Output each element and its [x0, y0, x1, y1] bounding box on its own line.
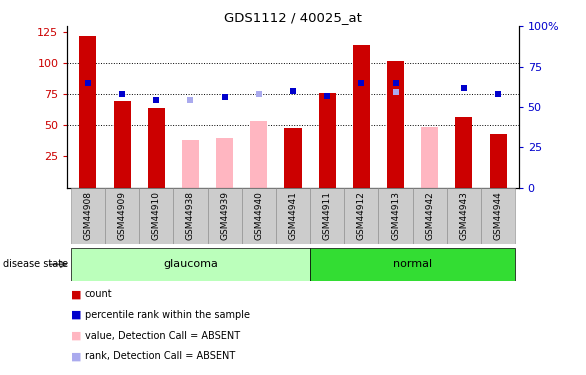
Text: GSM44944: GSM44944	[493, 191, 503, 240]
Text: ■: ■	[71, 310, 81, 320]
Bar	[481, 188, 515, 244]
Text: GSM44942: GSM44942	[425, 191, 434, 240]
Bar	[284, 128, 302, 188]
Bar	[148, 108, 165, 188]
Text: count: count	[85, 290, 113, 299]
Bar	[79, 36, 97, 188]
Text: glaucoma: glaucoma	[163, 260, 218, 269]
Text: ■: ■	[71, 331, 81, 340]
Bar	[421, 127, 438, 188]
Bar	[173, 188, 207, 244]
Bar	[207, 188, 242, 244]
Text: rank, Detection Call = ABSENT: rank, Detection Call = ABSENT	[85, 351, 235, 361]
Bar	[489, 134, 507, 188]
Bar	[345, 188, 379, 244]
Text: GSM44908: GSM44908	[83, 191, 93, 240]
Text: ■: ■	[71, 290, 81, 299]
Bar	[447, 188, 481, 244]
Text: GSM44913: GSM44913	[391, 191, 400, 240]
Bar	[310, 248, 515, 281]
Text: normal: normal	[393, 260, 432, 269]
Text: GSM44909: GSM44909	[118, 191, 127, 240]
Bar	[139, 188, 173, 244]
Text: GSM44938: GSM44938	[186, 191, 195, 240]
Bar	[105, 188, 139, 244]
Bar	[250, 120, 267, 188]
Text: GSM44939: GSM44939	[220, 191, 229, 240]
Bar	[455, 117, 472, 188]
Text: disease state: disease state	[3, 260, 68, 269]
Text: percentile rank within the sample: percentile rank within the sample	[85, 310, 250, 320]
Bar	[242, 188, 276, 244]
Text: GSM44910: GSM44910	[152, 191, 161, 240]
Bar	[379, 188, 413, 244]
Bar	[387, 61, 404, 188]
Bar	[182, 140, 199, 188]
Bar	[71, 188, 105, 244]
Text: ■: ■	[71, 351, 81, 361]
Bar	[276, 188, 310, 244]
Text: GSM44911: GSM44911	[323, 191, 332, 240]
Text: GDS1112 / 40025_at: GDS1112 / 40025_at	[224, 11, 362, 24]
Bar	[319, 93, 336, 188]
Text: GSM44943: GSM44943	[459, 191, 468, 240]
Bar	[353, 45, 370, 188]
Text: value, Detection Call = ABSENT: value, Detection Call = ABSENT	[85, 331, 240, 340]
Bar	[114, 100, 131, 188]
Bar	[71, 248, 310, 281]
Bar	[310, 188, 345, 244]
Text: GSM44912: GSM44912	[357, 191, 366, 240]
Bar	[216, 138, 233, 188]
Text: GSM44940: GSM44940	[254, 191, 263, 240]
Bar	[413, 188, 447, 244]
Text: GSM44941: GSM44941	[288, 191, 298, 240]
